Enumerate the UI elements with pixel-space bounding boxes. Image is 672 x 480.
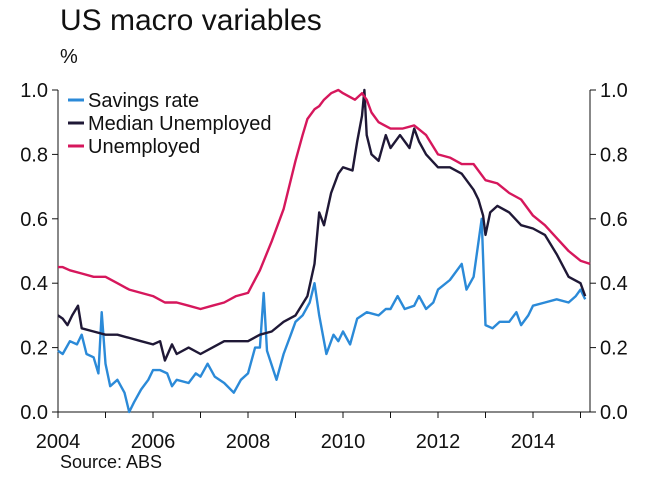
x-tick-label: 2006 [131, 431, 176, 453]
x-tick-label: 2010 [321, 431, 366, 453]
y-tick-label-left: 0.4 [20, 273, 48, 295]
y-tick-label-left: 1.0 [20, 80, 48, 102]
x-tick-label: 2012 [416, 431, 461, 453]
legend-entry: Unemployed [88, 136, 200, 158]
x-tick-label: 2008 [226, 431, 271, 453]
x-tick-label: 2004 [36, 431, 81, 453]
chart-title: US macro variables [60, 4, 322, 37]
axes-group: 0.0 0.0 0.2 0.2 0.4 0.4 0.6 0.6 0.8 0.8 1.0 1.0 2004… [20, 80, 628, 453]
legend-entry: Median Unemployed [88, 113, 271, 135]
y-tick-label-left: 0.2 [20, 338, 48, 360]
series-lines [57, 88, 591, 414]
y-tick-label-left: 0.6 [20, 209, 48, 231]
y-tick-label-right: 0.0 [600, 402, 628, 424]
series-line-median-unemployed [57, 88, 587, 362]
y-tick-label-right: 0.4 [600, 273, 628, 295]
y-tick-label-left: 0.8 [20, 144, 48, 166]
unit-label: % [60, 46, 78, 68]
x-tick-label: 2014 [511, 431, 556, 453]
legend-entry: Savings rate [88, 90, 199, 112]
y-tick-label-right: 0.8 [600, 144, 628, 166]
y-tick-label-right: 0.2 [600, 338, 628, 360]
y-tick-label-right: 0.6 [600, 209, 628, 231]
series-line-unemployed [58, 88, 591, 311]
y-tick-label-right: 1.0 [600, 80, 628, 102]
series-line-savings-rate [57, 217, 587, 414]
y-tick-label-left: 0.0 [20, 402, 48, 424]
source-note: Source: ABS [60, 452, 163, 472]
